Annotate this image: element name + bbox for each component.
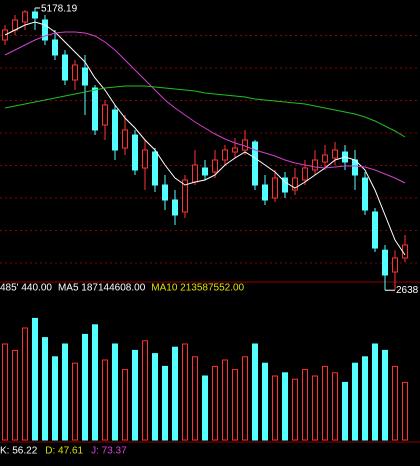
candle-body — [52, 39, 58, 56]
candle-body — [312, 159, 318, 171]
candle-body — [42, 19, 48, 41]
volume-bar — [252, 343, 258, 441]
candle-body — [392, 257, 398, 273]
volume-bar — [342, 381, 348, 441]
volume-bar — [102, 359, 108, 441]
candle-body — [322, 154, 328, 163]
volume-bar — [402, 381, 408, 441]
candle-body — [162, 184, 168, 201]
volume-bar — [122, 369, 128, 441]
candle-body — [22, 11, 28, 23]
candle-body — [372, 211, 378, 249]
volume-bar — [132, 349, 138, 441]
candle-body — [72, 64, 78, 81]
kdj-legend: K: 56.22 — [0, 446, 38, 457]
volume-bar — [292, 378, 298, 441]
volume-bar — [242, 356, 248, 441]
candle-body — [272, 177, 278, 199]
candle-body — [102, 104, 108, 126]
volume-bar — [112, 343, 118, 441]
moving-average — [4, 21, 406, 256]
candle-body — [362, 177, 368, 211]
volume-bar — [272, 375, 278, 441]
volume-bar — [222, 359, 228, 441]
candle-body — [332, 149, 338, 159]
volume-bar — [312, 375, 318, 441]
candle-body — [92, 87, 98, 131]
candle-body — [12, 19, 18, 31]
volume-bar — [382, 349, 388, 441]
kdj-legend: D: 47.61 — [45, 446, 83, 457]
volume-bar — [262, 362, 268, 441]
volume-bar — [32, 317, 38, 441]
volume-bar — [2, 343, 8, 441]
volume-bar — [322, 365, 328, 441]
candle-body — [132, 134, 138, 171]
volume-bar — [92, 324, 98, 441]
volume-bar — [52, 356, 58, 441]
high-label: 5178.19 — [41, 4, 78, 15]
volume-bar — [282, 372, 288, 441]
volume-legend: 485' 440.00 — [0, 283, 52, 294]
candle-body — [172, 199, 178, 216]
volume-bar — [72, 362, 78, 441]
volume-bar — [152, 353, 158, 441]
candle-body — [212, 159, 218, 173]
volume-bar — [202, 375, 208, 441]
candle-body — [302, 167, 308, 181]
candle-body — [202, 167, 208, 176]
candle-body — [32, 11, 38, 19]
low-label: 2638 — [396, 285, 419, 296]
moving-average — [4, 31, 406, 184]
candle-body — [112, 109, 118, 151]
candle-body — [62, 54, 68, 81]
candle-body — [182, 179, 188, 213]
volume-legend: MA5 187144608.00 — [58, 283, 146, 294]
volume-bar — [362, 356, 368, 441]
candle-body — [192, 164, 198, 183]
candle-body — [142, 149, 148, 169]
kdj-legend: J: 73.37 — [91, 446, 127, 457]
volume-bar — [172, 346, 178, 441]
candle-body — [82, 67, 88, 86]
candle-body — [232, 147, 238, 153]
volume-bar — [372, 343, 378, 441]
candle-body — [282, 177, 288, 193]
volume-bar — [332, 372, 338, 441]
candle-body — [222, 149, 228, 161]
volume-bar — [22, 327, 28, 441]
volume-bar — [192, 356, 198, 441]
candle-body — [252, 141, 258, 186]
volume-bar — [12, 349, 18, 441]
volume-bar — [302, 369, 308, 441]
volume-bar — [352, 362, 358, 441]
volume-bar — [212, 365, 218, 441]
moving-average — [4, 85, 406, 138]
candle-body — [122, 129, 128, 149]
candle-body — [382, 249, 388, 276]
volume-bar — [392, 365, 398, 441]
volume-bar — [142, 340, 148, 441]
candle-body — [152, 151, 158, 186]
volume-bar — [162, 365, 168, 441]
volume-bar — [182, 343, 188, 441]
volume-legend: MA10 213587552.00 — [151, 283, 244, 294]
volume-bar — [42, 337, 48, 441]
volume-bar — [82, 333, 88, 441]
volume-bar — [232, 369, 238, 441]
candle-body — [292, 177, 298, 191]
candle-body — [262, 184, 268, 201]
volume-bar — [62, 343, 68, 441]
